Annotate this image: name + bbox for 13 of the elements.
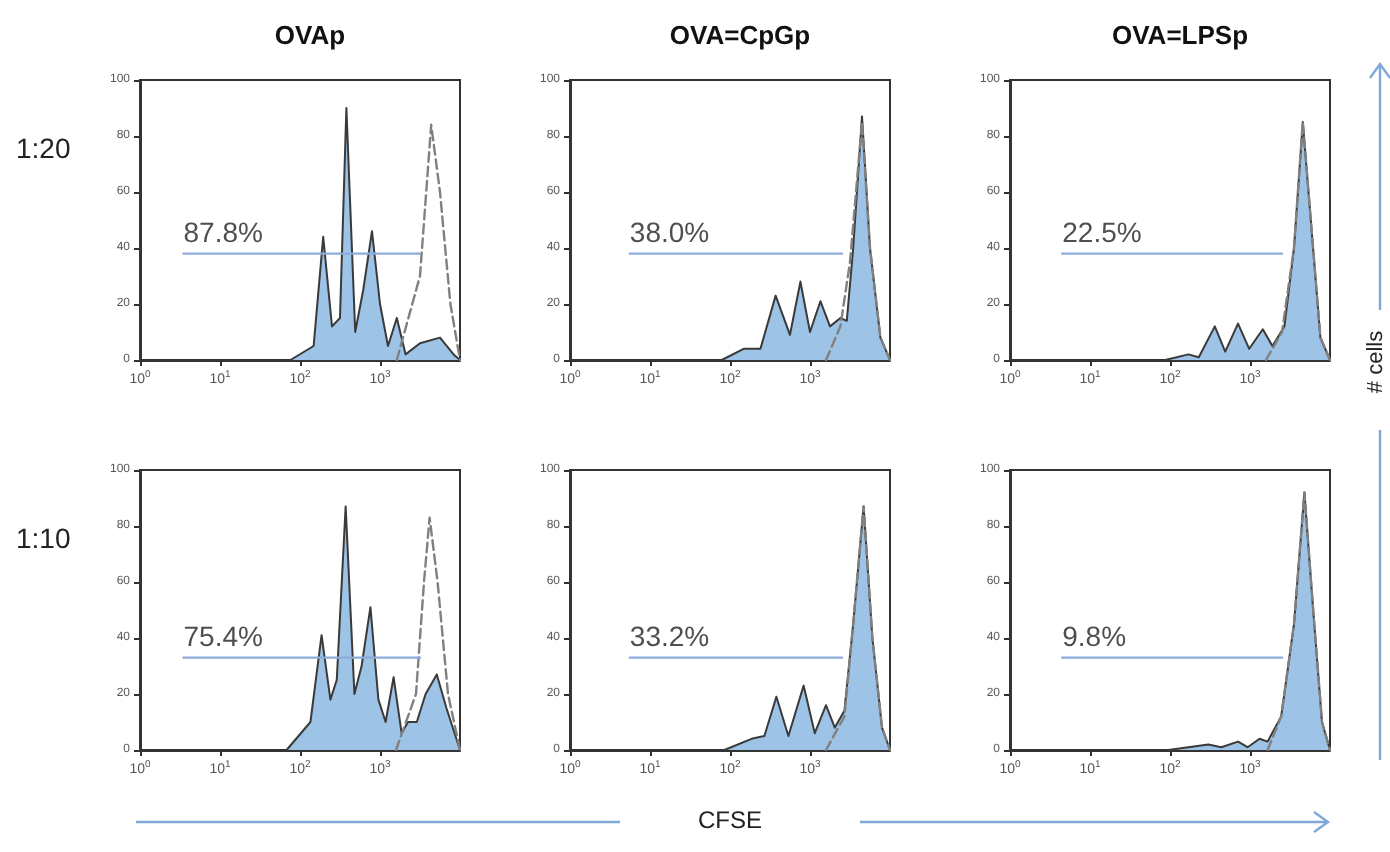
annotation: 75.4% — [183, 619, 263, 652]
annotation: 9.8% — [1062, 619, 1127, 652]
x-axis-title: CFSE — [697, 806, 763, 834]
y2-axis-title: # cells — [1364, 329, 1388, 394]
annotation: 87.8% — [183, 215, 263, 248]
y-axis-title: 1:10 — [16, 522, 71, 554]
annotation: 33.2% — [629, 619, 710, 652]
chart-title: OVA=LPSp — [1111, 20, 1249, 50]
annotation: 22.5% — [1062, 215, 1142, 248]
chart-title: OVA=CpGp — [669, 20, 811, 50]
annotation: 38.0% — [629, 215, 710, 248]
y-axis-title: 1:20 — [16, 132, 71, 164]
chart-title: OVAp — [274, 20, 346, 50]
